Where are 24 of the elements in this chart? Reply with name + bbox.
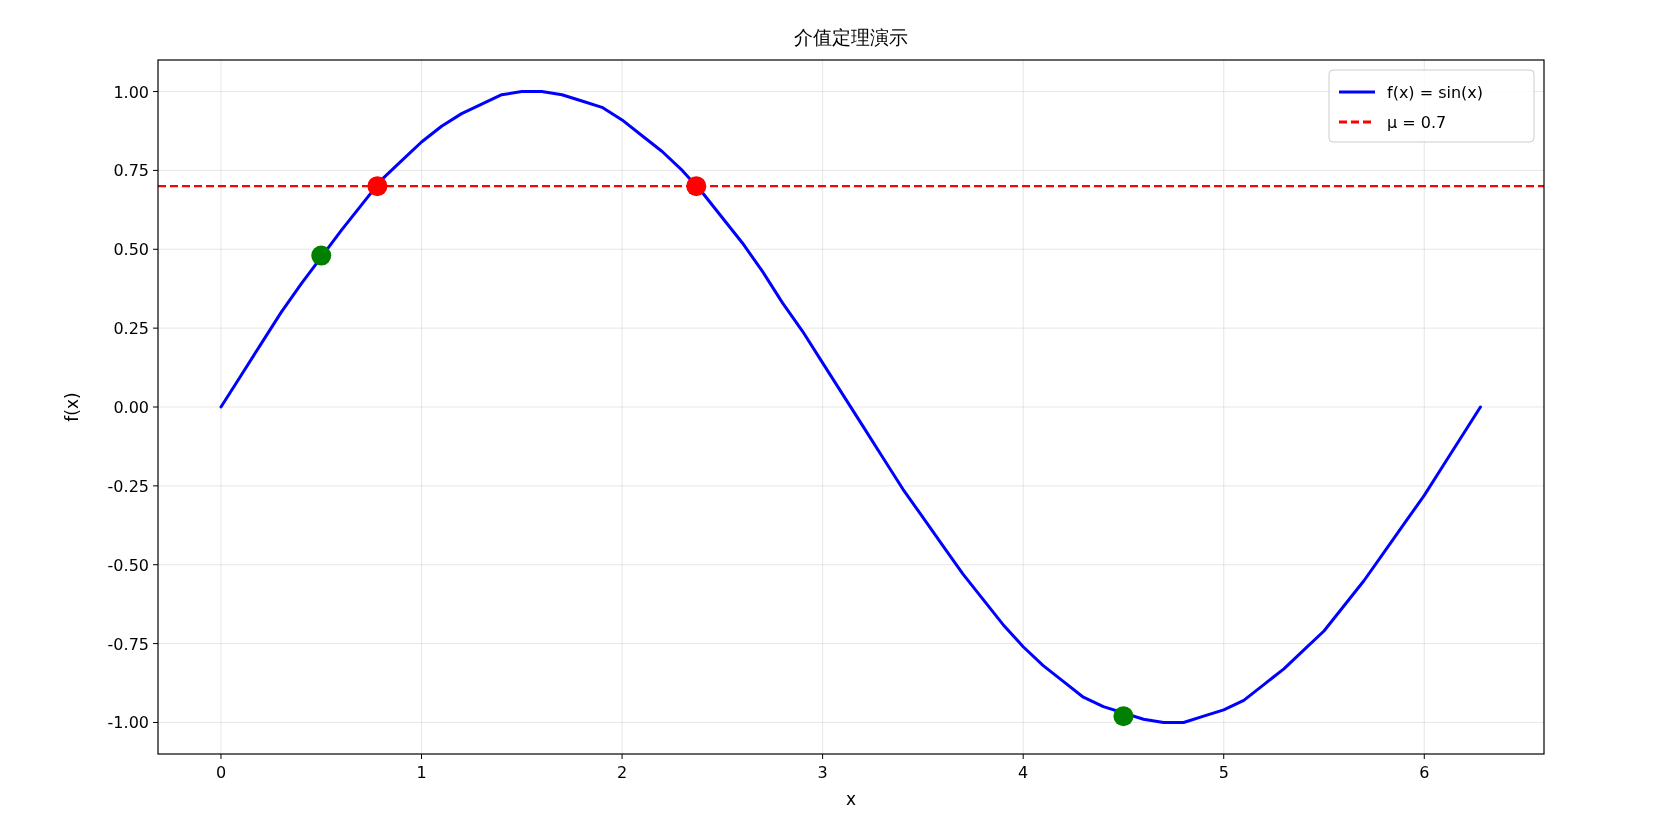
x-tick-label: 2 xyxy=(616,763,628,782)
x-tick-label: 5 xyxy=(1218,763,1229,782)
x-tick-label: 3 xyxy=(817,763,828,782)
x-tick-label: 4 xyxy=(1018,763,1029,782)
y-axis-title: f(x) xyxy=(62,392,82,422)
x-tick-label: 6 xyxy=(1419,763,1430,782)
point xyxy=(311,245,332,266)
x-tick-label: 0 xyxy=(215,763,227,782)
y-tick-label: 1.00 xyxy=(113,82,149,102)
y-tick-label: -0.50 xyxy=(107,555,149,575)
y-tick-label: 0.00 xyxy=(113,398,149,417)
point xyxy=(367,176,388,197)
y-tick-label: -1.00 xyxy=(107,713,149,733)
y-tick-label: -0.25 xyxy=(107,476,149,496)
y-tick-label: -0.75 xyxy=(107,634,149,654)
chart-title: 介值定理演示 xyxy=(794,26,908,48)
x-axis-title: x xyxy=(845,789,857,809)
y-tick-label: 0.50 xyxy=(113,240,149,260)
y-tick-label: 0.75 xyxy=(113,161,149,181)
legend-label: f(x) = sin(x) xyxy=(1387,83,1484,102)
x-tick-label: 1 xyxy=(416,763,427,782)
legend-label: μ = 0.7 xyxy=(1387,113,1447,132)
y-tick-label: 0.25 xyxy=(113,319,149,339)
point xyxy=(1113,706,1134,727)
